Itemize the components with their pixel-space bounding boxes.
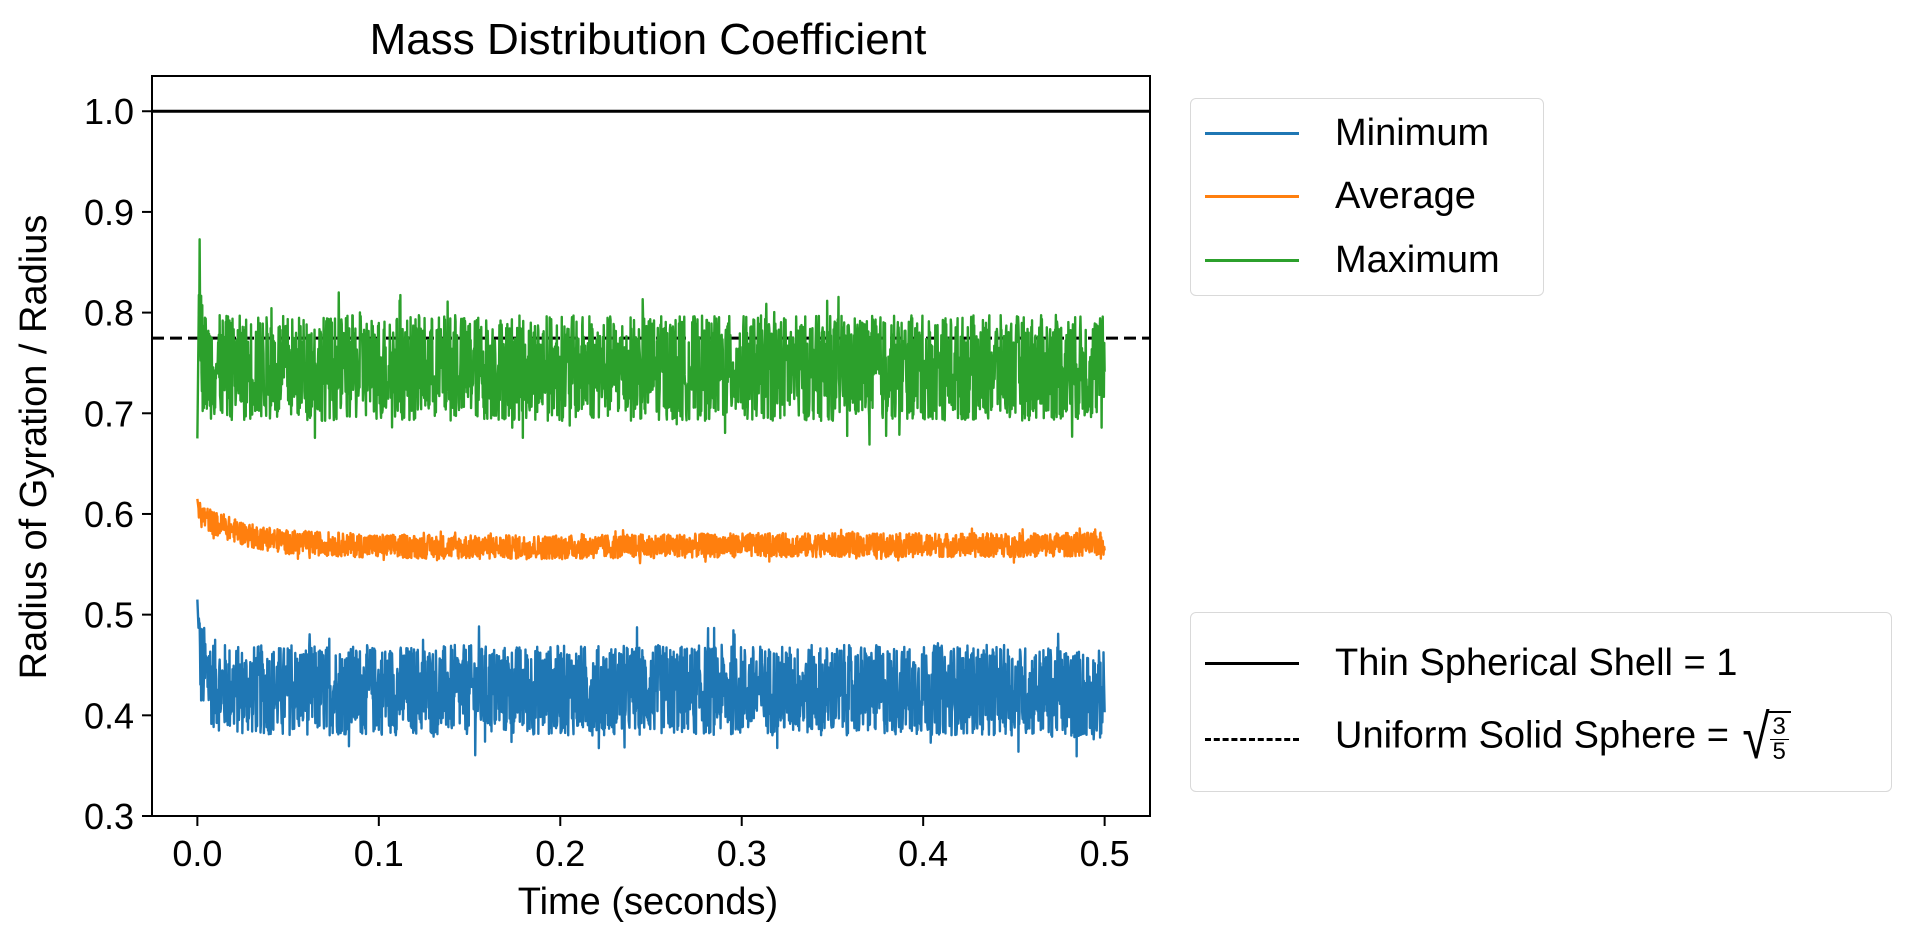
legend-swatch-solid-sphere <box>1205 738 1299 741</box>
series-minimum <box>196 599 1106 758</box>
x-axis: 0.0 0.1 0.2 0.3 0.4 0.5 <box>172 816 1130 874</box>
legend-swatch-minimum <box>1205 132 1299 135</box>
legend-item-maximum: Maximum <box>1191 240 1543 280</box>
y-tick-label: 0.8 <box>84 293 134 334</box>
axes-frame <box>151 75 1151 817</box>
sqrt-symbol: √ <box>1742 702 1771 772</box>
reference-legend: Thin Spherical Shell = 1 Uniform Solid S… <box>1190 612 1892 792</box>
chart-title: Mass Distribution Coefficient <box>370 15 927 64</box>
x-tick-label: 0.5 <box>1080 833 1130 874</box>
legend-item-minimum: Minimum <box>1191 113 1543 153</box>
legend-label-minimum: Minimum <box>1335 112 1490 154</box>
legend-item-average: Average <box>1191 176 1543 216</box>
series-average <box>196 498 1106 565</box>
fraction-numerator: 3 <box>1769 715 1789 740</box>
series-group <box>196 238 1106 758</box>
series-legend: Minimum Average Maximum <box>1190 98 1544 296</box>
reference-lines <box>152 109 1150 340</box>
legend-swatch-average <box>1205 195 1299 198</box>
x-tick-label: 0.4 <box>898 833 948 874</box>
legend-item-thin-shell: Thin Spherical Shell = 1 <box>1191 643 1891 683</box>
y-tick-label: 1.0 <box>84 91 134 132</box>
y-tick-label: 0.6 <box>84 494 134 535</box>
y-tick-label: 0.3 <box>84 796 134 837</box>
x-tick-label: 0.3 <box>717 833 767 874</box>
legend-label-solid-sphere: Uniform Solid Sphere = √ 3 5 <box>1335 702 1791 772</box>
x-tick-label: 0.1 <box>354 833 404 874</box>
y-tick-label: 0.9 <box>84 192 134 233</box>
legend-label-thin-shell: Thin Spherical Shell = 1 <box>1335 642 1738 684</box>
y-tick-label: 0.4 <box>84 695 134 736</box>
y-tick-label: 0.7 <box>84 393 134 434</box>
legend-label-maximum: Maximum <box>1335 239 1500 281</box>
x-axis-label: Time (seconds) <box>518 881 778 923</box>
legend-swatch-maximum <box>1205 259 1299 262</box>
legend-label-average: Average <box>1335 175 1476 217</box>
legend-item-solid-sphere: Uniform Solid Sphere = √ 3 5 <box>1191 706 1891 768</box>
series-maximum <box>196 238 1106 446</box>
y-axis: 0.3 0.4 0.5 0.6 0.7 0.8 0.9 1.0 <box>84 91 152 837</box>
legend-swatch-thin-shell <box>1205 662 1299 665</box>
solid-sphere-prefix: Uniform Solid Sphere = <box>1335 714 1740 757</box>
y-axis-label: Radius of Gyration / Radius <box>13 215 55 680</box>
x-tick-label: 0.2 <box>535 833 585 874</box>
x-tick-label: 0.0 <box>172 833 222 874</box>
y-tick-label: 0.5 <box>84 595 134 636</box>
fraction-denominator: 5 <box>1772 738 1786 765</box>
